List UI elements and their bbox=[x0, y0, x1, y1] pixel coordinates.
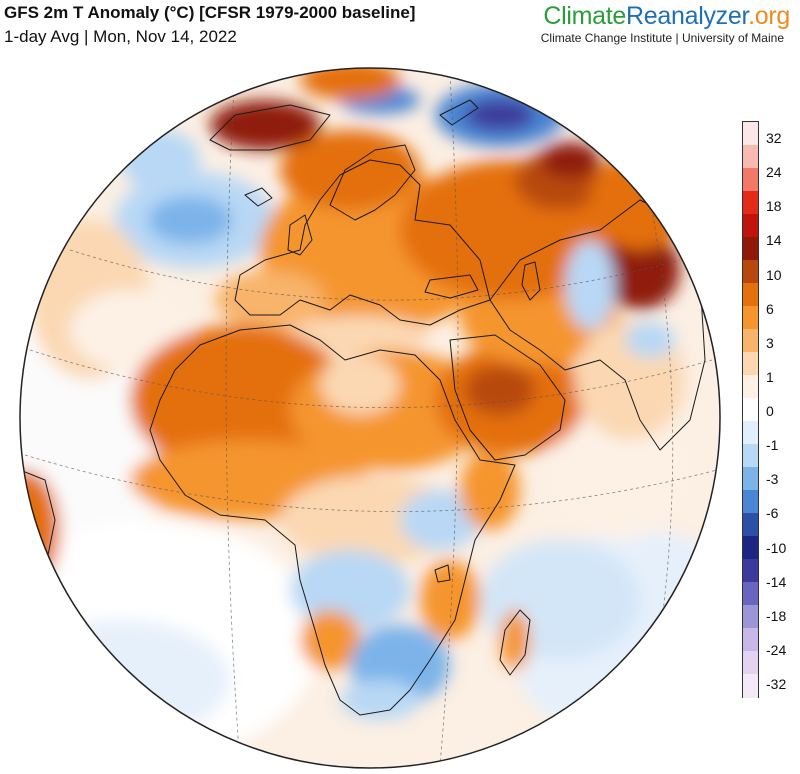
asia-outline bbox=[489, 199, 706, 451]
mediterranean-pale bbox=[290, 315, 430, 355]
colorbar-tick-label: 0 bbox=[766, 403, 774, 419]
sahara-west-warm bbox=[130, 325, 350, 475]
east-africa-cool bbox=[400, 490, 480, 550]
arabian-sea-pale bbox=[550, 400, 690, 540]
colorbar-tick-label: 6 bbox=[766, 300, 774, 317]
colorbar-tick-label: 10 bbox=[766, 266, 782, 283]
black-sea-outline bbox=[424, 274, 479, 299]
colorbar-segment bbox=[743, 582, 758, 606]
greenland-outline bbox=[209, 104, 331, 151]
meridian-line-west bbox=[225, 69, 241, 766]
colorbar-segment bbox=[743, 214, 758, 238]
arctic-warm bbox=[300, 68, 400, 100]
colorbar-segment bbox=[743, 237, 758, 261]
colorbar-tick-label: -24 bbox=[766, 641, 787, 658]
horn-africa-warm bbox=[460, 450, 520, 530]
madagascar-outline bbox=[499, 609, 531, 676]
equator-line bbox=[24, 454, 718, 512]
latitude-line-45n bbox=[69, 249, 681, 301]
affiliation-text: Climate Change Institute | University of… bbox=[540, 31, 784, 45]
colorbar-tick-label: -10 bbox=[766, 539, 787, 556]
meridian-line-center bbox=[439, 74, 459, 766]
colorbar-tick-label: 1 bbox=[766, 368, 774, 385]
colorbar-tick-label: -6 bbox=[766, 505, 779, 522]
britain-outline bbox=[287, 214, 313, 256]
colorbar-segment bbox=[743, 145, 758, 169]
colorbar-segment bbox=[743, 283, 758, 307]
colorbar-tick-label: -14 bbox=[766, 573, 787, 590]
colorbar-tick-label: 18 bbox=[766, 198, 782, 215]
colorbar-tick-label: 3 bbox=[766, 334, 774, 351]
iceland-outline bbox=[244, 187, 273, 207]
siberia-hot-core bbox=[540, 142, 600, 178]
colorbar-segment bbox=[743, 444, 758, 468]
colorbar-segment bbox=[743, 536, 758, 560]
angola-warm bbox=[300, 610, 360, 670]
colorbar-segment bbox=[743, 329, 758, 353]
europe-outline bbox=[234, 159, 491, 326]
globe-edge bbox=[19, 67, 721, 769]
colorbar-segment bbox=[743, 375, 758, 399]
colorbar-segment bbox=[743, 191, 758, 215]
colorbar-segment bbox=[743, 651, 758, 675]
egypt-libya-pale bbox=[320, 355, 400, 415]
kazakhstan-cool bbox=[565, 240, 615, 330]
africa-outline bbox=[149, 324, 516, 716]
congo-cool bbox=[290, 550, 410, 630]
logo-part-climate: Climate bbox=[543, 2, 627, 30]
logo-part-reanalyzer: Reanalyzer bbox=[626, 2, 749, 30]
colorbar-segment bbox=[743, 605, 758, 629]
logo-part-org: .org bbox=[748, 2, 790, 30]
caspian-sea-outline bbox=[521, 261, 541, 301]
madagascar-warm bbox=[500, 610, 530, 670]
map-subtitle: 1-day Avg | Mon, Nov 14, 2022 bbox=[4, 27, 237, 46]
colorbar-segment bbox=[743, 467, 758, 491]
colorbar-segment bbox=[743, 306, 758, 330]
colorbar-segment bbox=[743, 352, 758, 376]
climate-reanalyzer-logo[interactable]: ClimateReanalyzer.org bbox=[543, 2, 790, 31]
arctic-cold-core bbox=[465, 99, 535, 131]
colorbar-tick-label: -32 bbox=[766, 676, 787, 692]
arabia-hot bbox=[465, 365, 535, 415]
scandinavia-outline bbox=[329, 144, 416, 221]
colorbar-segment bbox=[743, 260, 758, 284]
labrador-cool bbox=[120, 130, 200, 190]
colorbar-segment bbox=[743, 559, 758, 583]
south-africa-cool bbox=[340, 680, 420, 720]
map-title: GFS 2m T Anomaly (°C) [CFSR 1979-2000 ba… bbox=[4, 3, 416, 22]
arabia-outline bbox=[449, 334, 566, 461]
colorbar-segment bbox=[743, 122, 758, 146]
novaya-zemlya-outline bbox=[439, 99, 479, 126]
colorbar-segment bbox=[743, 628, 758, 652]
colorbar-segment bbox=[743, 490, 758, 514]
lake-victoria-outline bbox=[434, 564, 451, 583]
colorbar bbox=[742, 121, 759, 698]
colorbar-tick-label: -18 bbox=[766, 607, 787, 624]
north-atlantic-cool-core bbox=[148, 196, 232, 244]
colorbar-tick-label: 32 bbox=[766, 130, 782, 146]
colorbar-segment bbox=[743, 168, 758, 192]
greenland-hot bbox=[210, 100, 320, 150]
colorbar-tick-label: -3 bbox=[766, 471, 779, 488]
colorbar-tick-label: 14 bbox=[766, 232, 782, 249]
colorbar-tick-label: 24 bbox=[766, 164, 782, 181]
globe-map bbox=[19, 67, 721, 769]
colorbar-segment bbox=[743, 674, 758, 698]
iberia-warm bbox=[215, 270, 325, 330]
colorbar-segment bbox=[743, 398, 758, 422]
colorbar-tick-label: -1 bbox=[766, 437, 779, 454]
colorbar-segment bbox=[743, 421, 758, 445]
himalaya-cool bbox=[625, 322, 675, 358]
colorbar-segment bbox=[743, 513, 758, 537]
